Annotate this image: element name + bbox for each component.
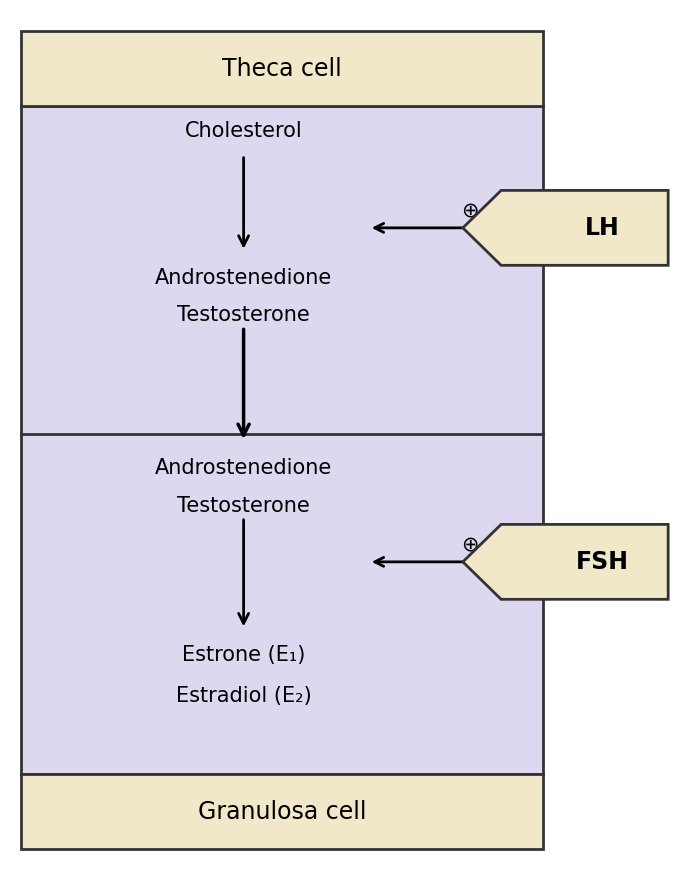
Text: Androstenedione: Androstenedione [155,458,332,478]
Text: ⊕: ⊕ [461,200,479,220]
Text: Testosterone: Testosterone [177,496,310,516]
Polygon shape [463,524,668,600]
Text: Estradiol (E₂): Estradiol (E₂) [175,686,312,706]
Polygon shape [463,191,668,266]
FancyBboxPatch shape [21,31,543,106]
Text: Granulosa cell: Granulosa cell [198,800,366,823]
Text: LH: LH [585,216,619,239]
Text: ⊕: ⊕ [461,534,479,554]
Text: Testosterone: Testosterone [177,305,310,325]
Text: Estrone (E₁): Estrone (E₁) [182,646,306,665]
Text: FSH: FSH [576,550,628,574]
Text: Cholesterol: Cholesterol [184,121,303,141]
FancyBboxPatch shape [21,774,543,849]
FancyBboxPatch shape [21,106,543,774]
Text: Androstenedione: Androstenedione [155,267,332,288]
Text: Theca cell: Theca cell [222,57,342,80]
